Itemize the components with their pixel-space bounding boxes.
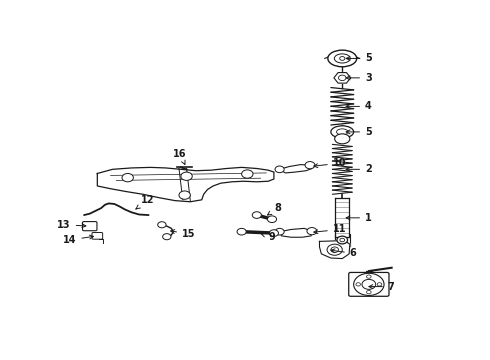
Circle shape	[339, 75, 346, 81]
Circle shape	[377, 283, 382, 286]
Ellipse shape	[328, 50, 357, 67]
Text: 10: 10	[314, 158, 346, 168]
Text: 15: 15	[171, 229, 196, 239]
Circle shape	[307, 228, 317, 235]
FancyBboxPatch shape	[349, 273, 389, 296]
Circle shape	[270, 230, 278, 237]
Text: 14: 14	[63, 235, 94, 245]
Polygon shape	[98, 167, 274, 202]
Text: 7: 7	[369, 282, 394, 292]
Circle shape	[367, 275, 371, 278]
Text: 2: 2	[346, 164, 372, 174]
FancyBboxPatch shape	[82, 221, 97, 231]
Circle shape	[242, 170, 253, 178]
Polygon shape	[334, 73, 351, 83]
Polygon shape	[280, 165, 312, 173]
Text: 5: 5	[346, 53, 372, 63]
Circle shape	[237, 228, 246, 235]
Circle shape	[275, 166, 284, 173]
Circle shape	[179, 191, 190, 199]
Circle shape	[268, 216, 276, 222]
Text: 4: 4	[346, 102, 372, 111]
Circle shape	[337, 236, 347, 244]
Text: 8: 8	[268, 203, 281, 215]
Circle shape	[181, 172, 192, 180]
Text: 16: 16	[173, 149, 187, 165]
Text: 5: 5	[346, 127, 372, 137]
Polygon shape	[280, 228, 312, 237]
Circle shape	[158, 222, 166, 228]
Circle shape	[362, 279, 376, 289]
Ellipse shape	[335, 134, 350, 144]
Circle shape	[252, 212, 261, 219]
Ellipse shape	[337, 129, 348, 135]
Text: 3: 3	[346, 73, 372, 83]
Text: 11: 11	[314, 225, 346, 234]
Polygon shape	[319, 240, 350, 258]
Ellipse shape	[331, 126, 354, 138]
Circle shape	[354, 273, 384, 296]
Text: 9: 9	[261, 232, 275, 242]
Circle shape	[305, 162, 315, 169]
Text: 12: 12	[136, 195, 154, 209]
Circle shape	[356, 283, 361, 286]
Circle shape	[340, 57, 345, 60]
Text: 13: 13	[57, 220, 86, 230]
Ellipse shape	[334, 54, 350, 63]
Circle shape	[331, 247, 339, 252]
FancyBboxPatch shape	[92, 233, 102, 239]
Text: 1: 1	[346, 213, 372, 223]
Circle shape	[122, 174, 133, 182]
Circle shape	[163, 234, 171, 240]
Circle shape	[327, 244, 342, 255]
Text: 6: 6	[331, 248, 357, 258]
Circle shape	[275, 228, 284, 235]
Circle shape	[340, 238, 344, 242]
Circle shape	[367, 291, 371, 294]
